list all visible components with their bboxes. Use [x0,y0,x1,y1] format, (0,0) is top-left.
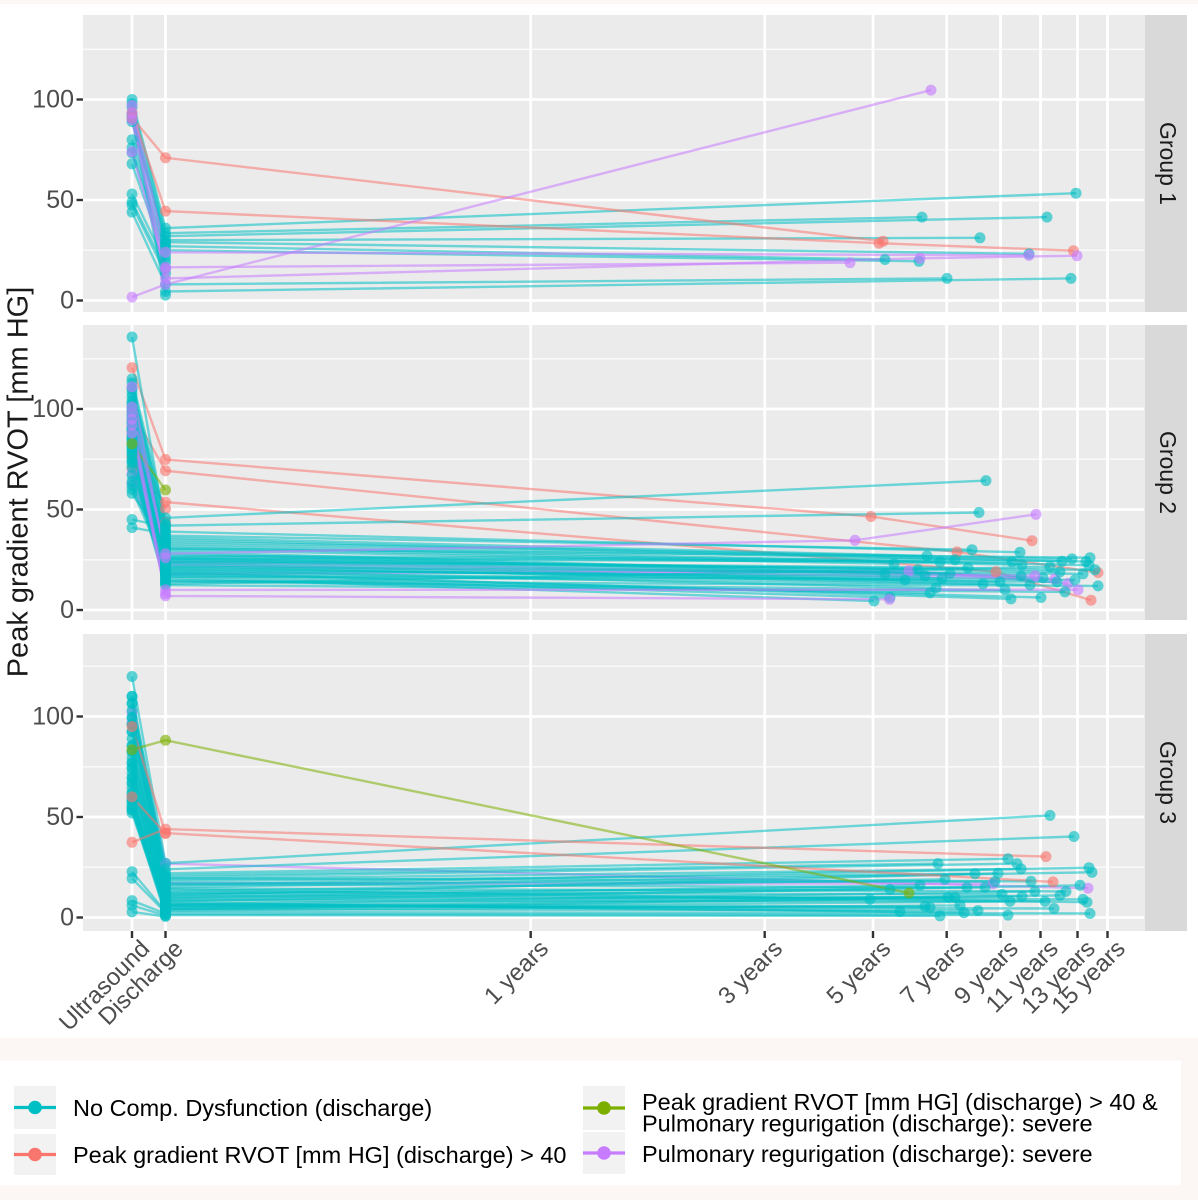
svg-text:50: 50 [46,803,74,831]
svg-text:50: 50 [46,496,74,524]
svg-text:Group 2: Group 2 [1155,431,1181,514]
svg-text:Pulmonary regurigation (discha: Pulmonary regurigation (discharge): seve… [642,1111,1093,1137]
svg-text:Group 1: Group 1 [1155,122,1181,205]
svg-text:Peak gradient RVOT [mm HG] (di: Peak gradient RVOT [mm HG] (discharge) >… [73,1142,567,1168]
svg-text:Pulmonary regurigation (discha: Pulmonary regurigation (discharge): seve… [642,1141,1093,1167]
svg-text:0: 0 [60,596,74,624]
svg-text:0: 0 [60,904,74,932]
svg-text:50: 50 [46,186,74,214]
svg-text:100: 100 [32,703,74,731]
svg-text:0: 0 [60,287,74,315]
svg-text:Group 3: Group 3 [1155,741,1181,824]
svg-text:Peak gradient RVOT [mm HG]: Peak gradient RVOT [mm HG] [2,287,34,678]
svg-text:100: 100 [32,395,74,423]
svg-text:Peak gradient RVOT [mm HG] (di: Peak gradient RVOT [mm HG] (discharge) >… [642,1089,1158,1115]
svg-text:No Comp. Dysfunction (discharg: No Comp. Dysfunction (discharge) [73,1095,432,1121]
svg-text:100: 100 [32,86,74,114]
